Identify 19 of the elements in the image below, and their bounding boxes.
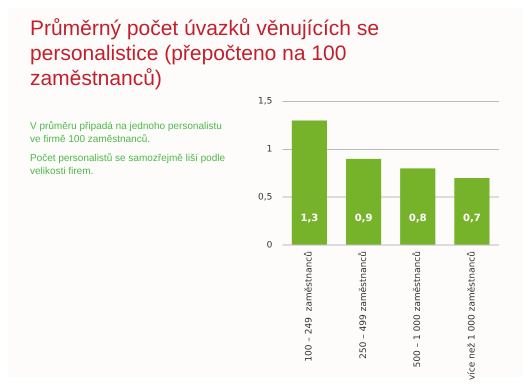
y-tick-label: 0,5 — [258, 192, 272, 202]
data-label: 0,7 — [463, 213, 481, 224]
bar — [346, 158, 382, 245]
bar — [292, 120, 328, 245]
chart-title: Průměrný počet úvazků věnujících se personalistice (přepočteno na 100 zaměstnanců) — [30, 16, 380, 91]
data-label: 0,8 — [408, 213, 427, 224]
bar — [454, 178, 490, 245]
y-tick-label: 1 — [266, 144, 272, 155]
x-tick-label: 500 – 1 000 zaměstnanců — [412, 251, 424, 368]
text: V průměru připadá na jednoho personalistu ve firmě 100 zaměstnanců. — [30, 120, 223, 146]
data-label: 1,3 — [300, 213, 318, 224]
bar — [400, 168, 436, 245]
y-tick-label: 0 — [266, 240, 273, 250]
text: Počet personalistů se samozřejmě liší podle velikosti firem. — [30, 152, 226, 178]
data-label: 0,9 — [354, 213, 372, 224]
x-tick-label: 100 – 249 zaměstnanců — [304, 251, 315, 362]
y-tick-label: 1,5 — [258, 96, 272, 107]
x-tick-label: 250 – 499 zaměstnanců — [358, 251, 369, 359]
x-tick-label: více než 1 000 zaměstnanců — [466, 251, 478, 380]
